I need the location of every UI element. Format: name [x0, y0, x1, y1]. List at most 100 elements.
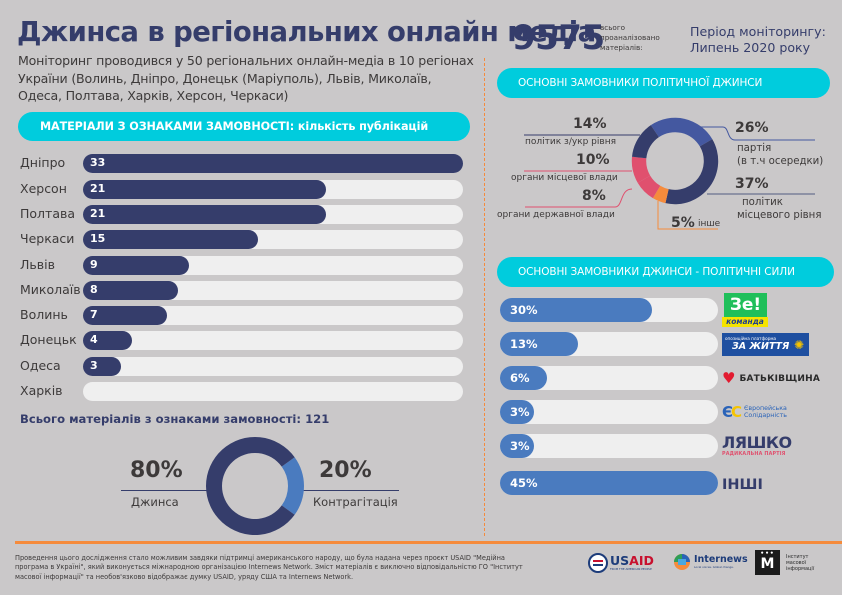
- region-bar-value: 3: [90, 359, 98, 372]
- political-leader-lines: [524, 126, 815, 230]
- region-bar-value: 9: [90, 258, 98, 271]
- force-bar-row: 3%: [500, 400, 718, 424]
- pol-label-10: органи місцевої влади: [511, 173, 618, 183]
- pol-pct-8: 8%: [582, 188, 606, 204]
- force-bar-track: 13%: [500, 332, 718, 356]
- region-bar-row: Дніпро 33: [0, 154, 470, 173]
- pol-label-26-line: партія: [737, 143, 772, 154]
- es-logo-text: Європейська Солідарність: [744, 405, 787, 420]
- region-bar-track: 8: [83, 281, 463, 300]
- pol-pct-37: 37%: [735, 176, 769, 192]
- political-donut-slice: [631, 156, 651, 183]
- pol-label-26-line: (в т.ч осередки): [737, 155, 824, 167]
- pol-pct-10: 10%: [576, 152, 610, 168]
- monitoring-period: Період моніторингу: Липень 2020 року: [690, 24, 826, 56]
- total-analyzed-number: 9575: [512, 18, 605, 58]
- internews-sub: Local voices. Global change.: [694, 565, 734, 569]
- regions-section-header: МАТЕРІАЛИ З ОЗНАКАМИ ЗАМОВНОСТІ: кількіс…: [18, 112, 470, 141]
- ze-logo-text: команда: [722, 317, 768, 327]
- ze-logo-mark: Зе!: [724, 293, 767, 317]
- region-label: Волинь: [20, 307, 68, 322]
- force-bar-row: 6%: [500, 366, 718, 390]
- lyashko-logo-sub: РАДИКАЛЬНА ПАРТІЯ: [722, 452, 786, 457]
- period-label: Період моніторингу:: [690, 24, 826, 39]
- region-bar-value: 7: [90, 308, 98, 321]
- opzzh-logo: опозиційна платформа ЗА ЖИТТЯ ✺: [722, 333, 809, 356]
- pol-label-14: політик з/укр рівня: [525, 137, 617, 147]
- regions-total-label: Всього матеріалів з ознаками замовності:…: [20, 412, 330, 426]
- political-donut-chart: [631, 117, 719, 205]
- region-bar-row: Донецьк 4: [0, 331, 470, 350]
- political-donut-slice: [652, 185, 669, 204]
- political-donut-slice: [637, 175, 661, 199]
- imi-logo-letter: М: [760, 556, 775, 572]
- imi-text-line: Інститут: [786, 553, 809, 560]
- force-bar-value: 13%: [510, 337, 538, 351]
- internews-text: Internews: [694, 554, 748, 565]
- split-right-label: Контрагітація: [313, 495, 398, 509]
- region-label: Херсон: [20, 181, 67, 196]
- pol-label-37-line: місцевого рівня: [737, 209, 822, 221]
- split-right-line: [299, 490, 399, 491]
- sunflower-icon: ✺: [793, 338, 804, 352]
- es-logo-line: Солідарність: [744, 412, 787, 419]
- pol-label-8: органи державної влади: [497, 210, 615, 220]
- force-bar-value: 3%: [510, 439, 530, 453]
- leader-line-26: [695, 126, 815, 141]
- region-label: Миколаїв: [20, 282, 81, 297]
- other-parties-label: ІНШІ: [722, 477, 763, 493]
- force-bar-row: 3%: [500, 434, 718, 458]
- opzzh-logo-top: опозиційна платформа: [725, 336, 777, 341]
- pol-pct-14: 14%: [573, 116, 607, 132]
- page-subtitle: Моніторинг проводився у 50 регіональних …: [18, 53, 474, 103]
- ze-komanda-logo: Зе! команда: [722, 293, 768, 327]
- heart-icon: ♥: [722, 369, 736, 387]
- region-bar-value: 4: [90, 333, 98, 346]
- region-bar-fill: 21: [83, 205, 327, 224]
- region-bar-row: Харків: [0, 382, 470, 401]
- region-label: Харків: [20, 383, 63, 398]
- force-bar-track: 30%: [500, 298, 718, 322]
- footer-divider: [15, 541, 842, 544]
- imi-logo-text: Інститут масової інформації: [786, 554, 814, 572]
- pol-label-37-line: політик: [742, 197, 783, 208]
- region-bar-track: 21: [83, 205, 463, 224]
- region-bar-fill: 33: [83, 154, 463, 173]
- force-bar-fill: 30%: [500, 298, 653, 322]
- political-section-header: ОСНОВНІ ЗАМОВНИКИ ПОЛІТИЧНОЇ ДЖИНСИ: [497, 68, 830, 98]
- force-bar-track: 3%: [500, 400, 718, 424]
- caption-line: матеріалів:: [600, 43, 643, 52]
- region-bar-fill: 3: [83, 357, 121, 376]
- es-logo: ЄС Європейська Солідарність: [722, 403, 787, 421]
- split-right-pct: 20%: [319, 458, 372, 483]
- usaid-text: USAID: [610, 553, 654, 568]
- force-bar-fill: 3%: [500, 434, 534, 458]
- imi-text-line: інформації: [786, 565, 815, 572]
- region-label: Донецьк: [20, 332, 77, 347]
- region-bar-value: 21: [90, 182, 106, 195]
- region-bar-track: 4: [83, 331, 463, 350]
- force-bar-value: 3%: [510, 405, 530, 419]
- force-bar-fill: 13%: [500, 332, 578, 356]
- lyashko-logo: ЛЯШКО РАДИКАЛЬНА ПАРТІЯ: [722, 434, 792, 458]
- page-title: Джинса в регіональних онлайн медіа: [17, 16, 596, 48]
- region-bar-track: 33: [83, 154, 463, 173]
- force-bar-fill: 45%: [500, 471, 718, 495]
- region-label: Черкаси: [20, 231, 75, 246]
- force-bar-fill: 6%: [500, 366, 548, 390]
- force-bar-value: 30%: [510, 303, 538, 317]
- pol-pct-26: 26%: [735, 120, 769, 136]
- region-bar-value: 33: [90, 156, 106, 169]
- split-left-line: [121, 490, 211, 491]
- pol-label-37: політик місцевого рівня: [737, 197, 821, 222]
- force-bar-row: 45%: [500, 471, 718, 495]
- batkivshchyna-text: БАТЬКІВЩИНА: [739, 373, 821, 384]
- caption-line: проаналізовано: [600, 33, 660, 42]
- period-value: Липень 2020 року: [690, 40, 811, 55]
- footer-disclaimer: Проведення цього дослідження стало можли…: [15, 554, 523, 581]
- usaid-logo: USAID FROM THE AMERICAN PEOPLE: [588, 553, 654, 573]
- region-bar-fill: 15: [83, 230, 258, 249]
- imi-logo: ••• М Інститут масової інформації: [755, 550, 814, 575]
- internews-globe-icon: [674, 554, 690, 570]
- region-label: Полтава: [20, 206, 76, 221]
